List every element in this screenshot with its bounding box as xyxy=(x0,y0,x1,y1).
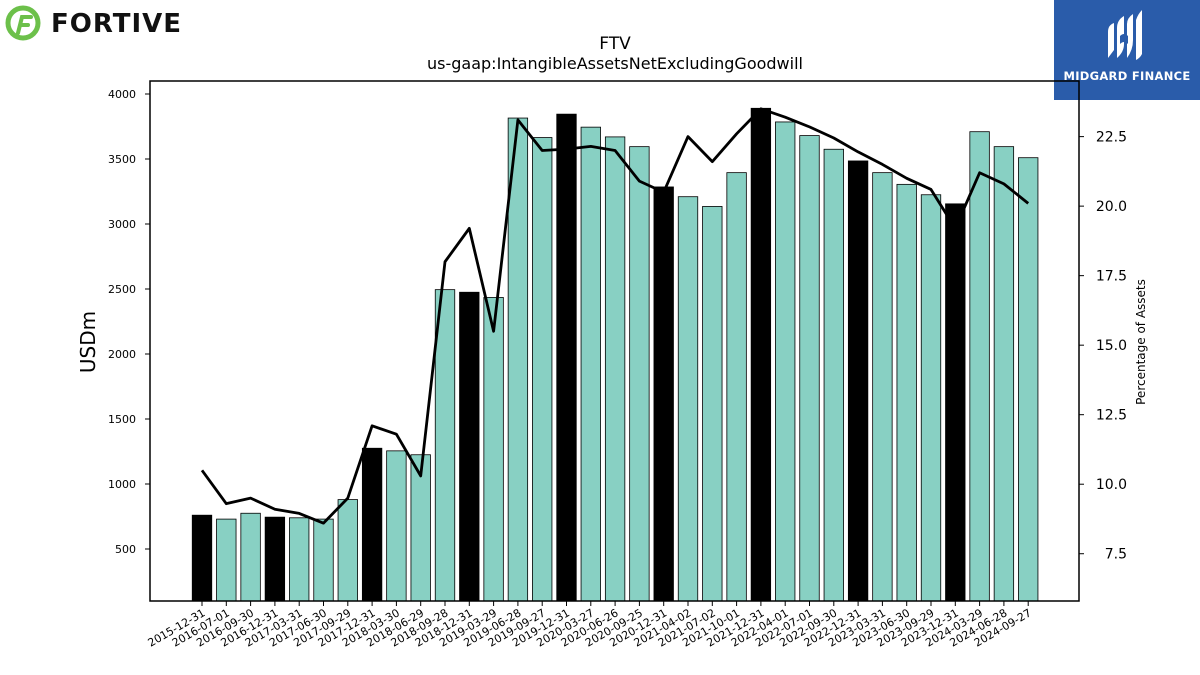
bar-2022-07-01 xyxy=(799,135,820,602)
bar-2020-03-27 xyxy=(580,126,601,602)
y2-tick-label: 12.5 xyxy=(1096,408,1127,424)
y-tick-label: 2000 xyxy=(108,348,136,361)
bar-2017-06-30 xyxy=(313,518,334,602)
midgard-finance-logo: MIDGARD FINANCE xyxy=(1054,0,1200,100)
y-tick-label: 500 xyxy=(115,543,136,556)
y-tick-label: 3500 xyxy=(108,153,136,166)
y-tick-label: 3000 xyxy=(108,218,136,231)
bar-2024-03-29 xyxy=(969,131,990,602)
y2-tick-label: 17.5 xyxy=(1096,269,1127,285)
chart-subtitle: us-gaap:IntangibleAssetsNetExcludingGood… xyxy=(427,54,803,73)
midgard-finance-logo-icon xyxy=(1108,10,1142,60)
bar-2018-03-30 xyxy=(386,450,407,602)
plot-frame xyxy=(149,80,1080,602)
y2-tick-label: 15.0 xyxy=(1096,338,1127,354)
y2-tick-label: 20.0 xyxy=(1096,199,1127,215)
y-tick-label: 2500 xyxy=(108,283,136,296)
bar-2019-09-27 xyxy=(532,137,553,602)
bar-2021-12-31 xyxy=(750,107,772,602)
x-axis: 2015-12-312016-07-012016-09-302016-12-31… xyxy=(146,601,1034,650)
bar-2015-12-31 xyxy=(191,514,213,602)
percentage-line xyxy=(200,107,1030,525)
bar-2023-12-31 xyxy=(945,203,966,602)
fortive-logo: FORTIVE xyxy=(5,4,195,42)
bar-series xyxy=(191,107,1039,602)
bar-2016-07-01 xyxy=(216,518,237,602)
y2-axis-label: Percentage of Assets xyxy=(1134,279,1148,405)
bar-2017-12-31 xyxy=(361,447,383,602)
bar-2024-09-27 xyxy=(1018,157,1039,602)
bar-2021-04-02 xyxy=(677,196,699,602)
bar-2020-06-26 xyxy=(604,136,626,602)
bar-2016-09-30 xyxy=(240,512,261,602)
bar-2022-12-31 xyxy=(847,160,869,602)
y2-tick-label: 22.5 xyxy=(1096,130,1127,146)
bar-2017-03-31 xyxy=(289,517,310,602)
bar-2024-06-28 xyxy=(993,146,1015,602)
chart-title: FTV xyxy=(599,34,631,54)
bar-2023-03-31 xyxy=(872,172,893,602)
line-series xyxy=(200,107,1030,525)
bar-2019-12-31 xyxy=(556,113,577,602)
bar-2018-09-28 xyxy=(434,289,456,602)
bar-2021-07-02 xyxy=(702,206,723,602)
y-tick-label: 1000 xyxy=(108,478,136,491)
y2-tick-label: 7.5 xyxy=(1105,547,1127,563)
y-axis-right: 7.5 10.0 12.5 15.0 17.5 20.0 22.5 xyxy=(1079,130,1127,563)
bar-2021-10-01 xyxy=(726,172,747,602)
fortive-logo-icon xyxy=(5,5,41,41)
y-tick-label: 1500 xyxy=(108,413,136,426)
y-tick-label: 4000 xyxy=(108,88,136,101)
bar-2022-04-01 xyxy=(775,121,796,602)
bar-2020-12-31 xyxy=(653,186,674,602)
bar-2019-03-29 xyxy=(483,297,504,602)
fortive-logo-text: FORTIVE xyxy=(51,9,183,39)
bar-2023-09-29 xyxy=(920,194,942,602)
y2-tick-label: 10.0 xyxy=(1096,477,1127,493)
bar-2016-12-31 xyxy=(264,516,286,602)
midgard-finance-logo-text: MIDGARD FINANCE xyxy=(1063,69,1191,83)
bar-2018-12-31 xyxy=(459,291,480,602)
bar-2017-09-29 xyxy=(337,499,358,602)
y-axis-left: 500 1000 1500 2000 2500 3000 3500 4000 xyxy=(108,88,150,556)
y-axis-label: USDm xyxy=(76,311,100,373)
bar-2020-09-25 xyxy=(629,146,650,602)
bar-2022-09-30 xyxy=(823,148,844,602)
bar-2023-06-30 xyxy=(896,183,917,602)
